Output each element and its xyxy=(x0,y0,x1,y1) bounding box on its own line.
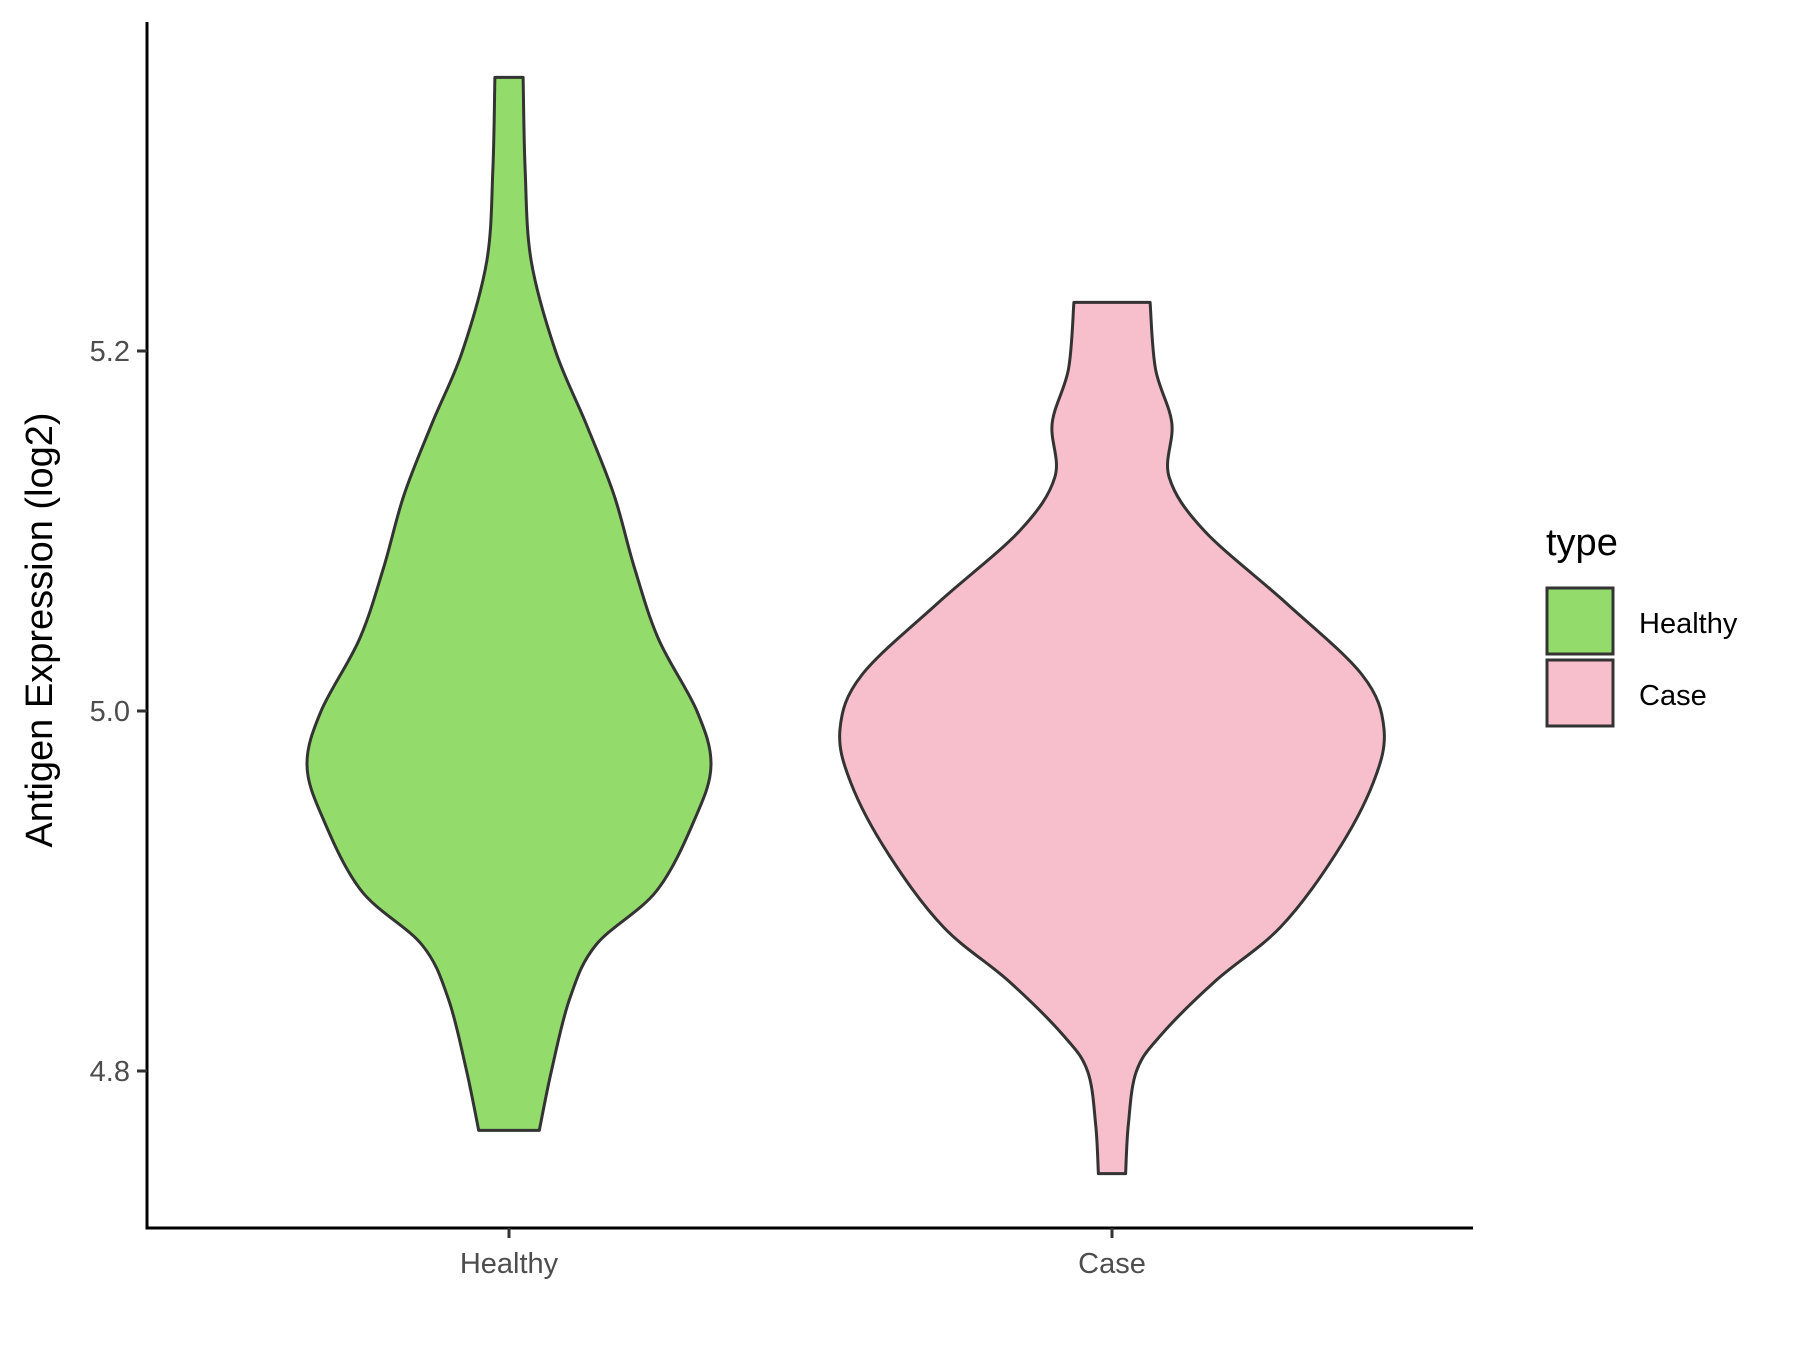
legend-label-case: Case xyxy=(1639,680,1707,712)
y-tick-label: 4.8 xyxy=(90,1056,130,1088)
legend: type Healthy Case xyxy=(1545,522,1738,728)
axes-layer xyxy=(145,22,1473,1230)
violin-healthy xyxy=(305,75,713,1132)
violin-case xyxy=(838,300,1386,1176)
y-tick-label: 5.0 xyxy=(90,696,130,728)
y-axis-title: Antigen Expression (log2) xyxy=(19,412,61,847)
legend-label-healthy: Healthy xyxy=(1639,608,1738,640)
x-ticks-layer: Healthy Case xyxy=(460,1228,1146,1280)
x-tick-label: Healthy xyxy=(460,1248,559,1280)
legend-title: type xyxy=(1546,522,1618,564)
legend-key-case xyxy=(1545,658,1615,728)
violins-layer xyxy=(305,75,1386,1176)
legend-key-healthy xyxy=(1545,586,1615,656)
legend-entries: Healthy Case xyxy=(1545,586,1738,728)
x-tick-label: Case xyxy=(1078,1248,1146,1280)
y-ticks-layer: 4.8 5.0 5.2 xyxy=(90,336,147,1088)
y-tick-label: 5.2 xyxy=(90,336,130,368)
